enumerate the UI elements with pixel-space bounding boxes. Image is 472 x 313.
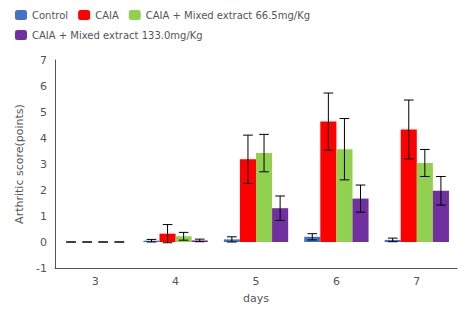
svg-text:7: 7 xyxy=(40,54,47,67)
svg-text:6: 6 xyxy=(333,275,340,288)
svg-text:4: 4 xyxy=(40,132,47,145)
svg-text:4: 4 xyxy=(172,275,179,288)
svg-text:5: 5 xyxy=(40,106,47,119)
svg-text:Control: Control xyxy=(32,10,68,21)
svg-text:days: days xyxy=(243,292,269,305)
svg-text:3: 3 xyxy=(40,158,47,171)
svg-text:6: 6 xyxy=(40,80,47,93)
svg-text:3: 3 xyxy=(92,275,99,288)
svg-text:CAIA + Mixed extract 133.0mg/K: CAIA + Mixed extract 133.0mg/Kg xyxy=(32,30,203,41)
svg-text:2: 2 xyxy=(40,184,47,197)
svg-text:-1: -1 xyxy=(36,262,47,275)
svg-text:5: 5 xyxy=(253,275,260,288)
svg-text:0: 0 xyxy=(40,236,47,249)
svg-text:Arthritic score(points): Arthritic score(points) xyxy=(13,104,26,224)
svg-text:7: 7 xyxy=(413,275,420,288)
svg-text:CAIA: CAIA xyxy=(95,10,119,21)
svg-text:CAIA + Mixed extract 66.5mg/Kg: CAIA + Mixed extract 66.5mg/Kg xyxy=(146,10,310,21)
svg-text:1: 1 xyxy=(40,210,47,223)
